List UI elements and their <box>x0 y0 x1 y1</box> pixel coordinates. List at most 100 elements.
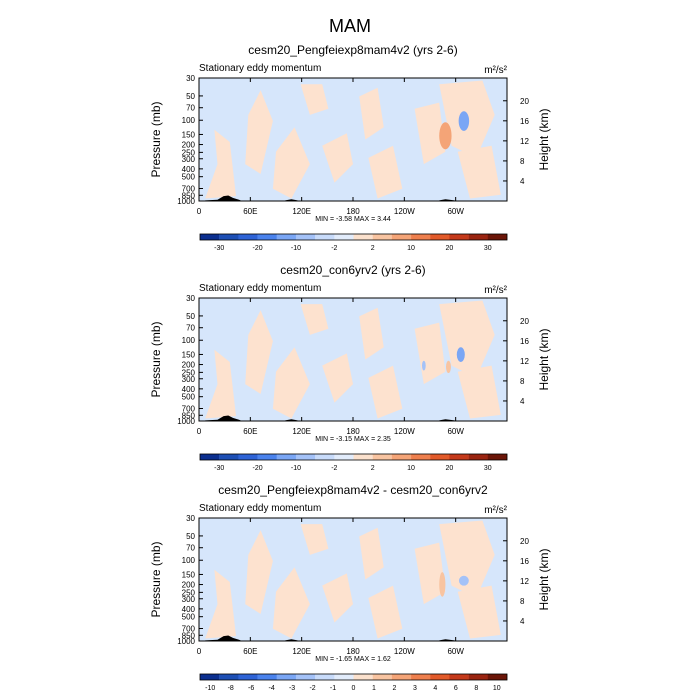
x-tick-label: 0 <box>197 427 202 436</box>
colorbar-swatch <box>468 674 489 680</box>
y2-axis-label: Height (km) <box>537 548 551 610</box>
colorbar-swatch <box>295 234 316 240</box>
positive-region-2 <box>245 90 273 174</box>
y-axis-label: Pressure (mb) <box>149 101 163 177</box>
x-tick-label: 120W <box>394 427 415 436</box>
positive-region-4 <box>300 524 329 555</box>
colorbar-swatch <box>353 454 373 460</box>
stats-label: MIN = -3.58 MAX = 3.44 <box>315 216 391 223</box>
colorbar-swatch <box>391 454 412 460</box>
positive-region-2 <box>245 310 273 394</box>
colorbar-swatch <box>315 234 335 240</box>
colorbar-label: 0 <box>352 685 356 692</box>
y-tick-label: 100 <box>182 116 196 125</box>
colorbar-swatch <box>219 454 239 460</box>
y2-tick-label: 8 <box>520 377 525 386</box>
y2-tick-label: 20 <box>520 97 529 106</box>
x-tick-label: 120E <box>292 207 311 216</box>
stats-label: MIN = -3.15 MAX = 2.35 <box>315 436 391 443</box>
colorbar-swatch <box>353 674 373 680</box>
colorbar-swatch <box>430 234 450 240</box>
colorbar-swatch <box>257 454 277 460</box>
positive-region-7 <box>368 365 403 419</box>
positive-region-9 <box>439 300 495 378</box>
x-tick-label: 120E <box>292 647 311 656</box>
y-tick-label: 150 <box>182 570 196 579</box>
y2-axis-label: Height (km) <box>537 108 551 170</box>
colorbar-swatch <box>487 454 508 460</box>
positive-region-6 <box>359 87 384 140</box>
colorbar-swatch <box>487 674 508 680</box>
colorbar-swatch <box>334 234 354 240</box>
page-title: MAM <box>329 16 371 36</box>
positive-region-4 <box>300 84 329 115</box>
positive-region-10 <box>457 365 501 419</box>
colorbar-label: -30 <box>214 245 224 252</box>
colorbar-label: 30 <box>484 245 492 252</box>
y-tick-label: 100 <box>182 336 196 345</box>
colorbar-label: 10 <box>493 685 501 692</box>
colorbar-label: 2 <box>392 685 396 692</box>
colorbar-label: 2 <box>371 465 375 472</box>
positive-region-9 <box>439 520 495 598</box>
y-axis-label: Pressure (mb) <box>149 541 163 617</box>
x-tick-label: 120W <box>394 647 415 656</box>
panel-1: cesm20_Pengfeiexp8mam4v2 (yrs 2-6) Statio… <box>149 43 551 252</box>
positive-region-1 <box>205 129 236 199</box>
colorbar-swatch <box>449 674 469 680</box>
colorbar-swatch <box>238 454 258 460</box>
y-tick-label: 70 <box>186 104 195 113</box>
y-tick-label: 100 <box>182 556 196 565</box>
y-tick-label: 850 <box>182 631 196 640</box>
colorbar-swatch <box>487 234 508 240</box>
colorbar-label: -3 <box>289 685 295 692</box>
x-tick-label: 60W <box>447 427 464 436</box>
positive-region-5 <box>322 353 353 403</box>
y-tick-label: 150 <box>182 130 196 139</box>
positive-region-5 <box>322 133 353 183</box>
y2-tick-label: 16 <box>520 337 529 346</box>
positive-region-8 <box>414 102 446 165</box>
panel-3: cesm20_Pengfeiexp8mam4v2 - cesm20_con6yr… <box>149 483 551 692</box>
y2-tick-label: 12 <box>520 357 529 366</box>
anomaly-spot-2 <box>446 360 451 374</box>
y-tick-label: 500 <box>182 613 196 622</box>
y2-tick-label: 8 <box>520 157 525 166</box>
colorbar-swatch <box>430 454 450 460</box>
y-tick-label: 1000 <box>177 417 195 426</box>
colorbar-label: -1 <box>330 685 336 692</box>
y2-tick-label: 16 <box>520 117 529 126</box>
colorbar-swatch <box>411 674 431 680</box>
colorbar-label: 2 <box>371 245 375 252</box>
panel-title: cesm20_Pengfeiexp8mam4v2 - cesm20_con6yr… <box>218 483 488 497</box>
y-tick-label: 1000 <box>177 637 195 646</box>
anomaly-spot-1 <box>439 122 452 150</box>
positive-region-4 <box>300 304 329 335</box>
y2-tick-label: 4 <box>520 397 525 406</box>
positive-region-6 <box>359 527 384 580</box>
anomaly-spot-3 <box>421 360 426 371</box>
colorbar-swatch <box>411 234 431 240</box>
colorbar-label: -6 <box>248 685 254 692</box>
y-tick-label: 300 <box>182 595 196 604</box>
colorbar-label: 30 <box>484 465 492 472</box>
x-tick-label: 60W <box>447 647 464 656</box>
y2-axis-label: Height (km) <box>537 328 551 390</box>
y-tick-label: 700 <box>182 404 196 413</box>
panel-title: cesm20_Pengfeiexp8mam4v2 (yrs 2-6) <box>248 43 457 57</box>
colorbar-swatch <box>449 234 469 240</box>
colorbar-label: -10 <box>205 685 215 692</box>
y-tick-label: 250 <box>182 148 196 157</box>
units-label: m²/s² <box>484 285 507 296</box>
panel-2: cesm20_con6yrv2 (yrs 2-6) Stationary eddy… <box>149 263 551 472</box>
colorbar-label: -30 <box>214 465 224 472</box>
colorbar-swatch <box>468 234 489 240</box>
y-tick-label: 200 <box>182 141 196 150</box>
colorbar-label: 10 <box>407 465 415 472</box>
colorbar-swatch <box>334 454 354 460</box>
y2-tick-label: 16 <box>520 557 529 566</box>
y-tick-label: 400 <box>182 605 196 614</box>
positive-region-1 <box>205 569 236 639</box>
colorbar-swatch <box>257 674 277 680</box>
x-tick-label: 0 <box>197 647 202 656</box>
